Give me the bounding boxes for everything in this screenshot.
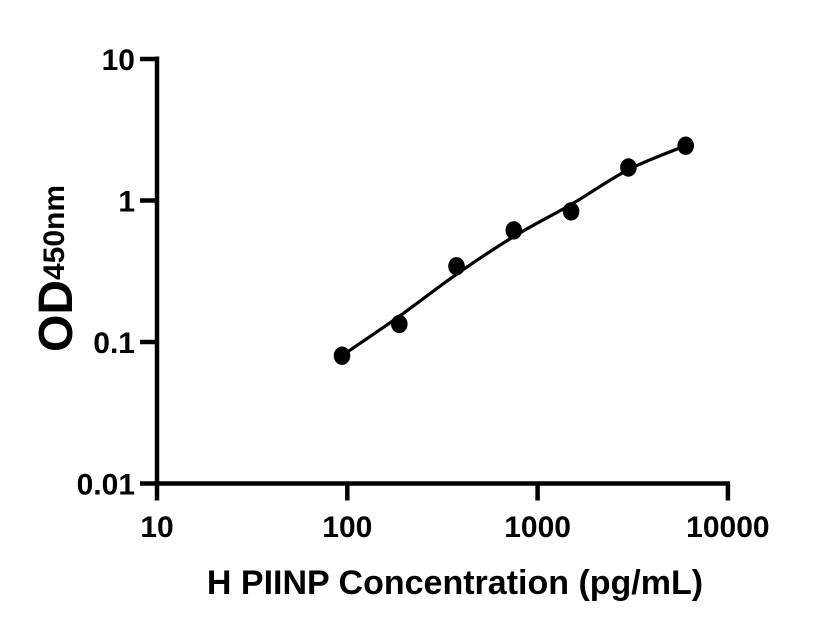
y-tick-label: 0.1	[93, 327, 135, 360]
data-point	[448, 257, 465, 276]
axes	[154, 56, 730, 486]
x-axis-title: H PIINP Concentration (pg/mL)	[207, 564, 703, 602]
y-axis-title: OD450nm	[30, 185, 83, 352]
y-axis-title-main: OD	[30, 280, 83, 352]
data-point	[562, 202, 580, 221]
y-tick-label: 1	[118, 186, 135, 219]
x-tick-label: 100	[322, 511, 372, 544]
data-point	[333, 346, 351, 365]
y-tick-label: 10	[102, 44, 135, 77]
x-tick-label: 10000	[686, 511, 769, 544]
data-point	[505, 221, 523, 240]
data-point	[391, 314, 408, 334]
y-axis-title-subscript: 450nm	[38, 185, 71, 280]
x-tick-label: 10	[140, 511, 173, 544]
data-point	[620, 158, 637, 177]
data-point	[677, 136, 694, 155]
y-tick-label: 0.01	[77, 469, 135, 502]
x-tick-label: 1000	[504, 511, 571, 544]
